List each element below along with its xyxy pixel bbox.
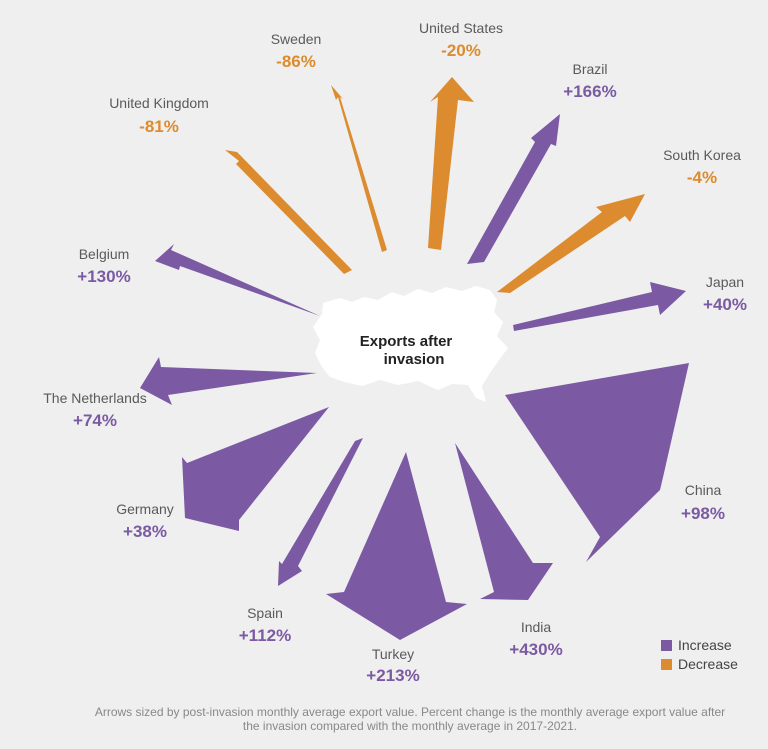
label-value-spain: +112% [239, 626, 291, 645]
russia-map-silhouette [313, 286, 508, 402]
arrows-layer [140, 77, 689, 640]
label-value-germany: +38% [123, 522, 167, 541]
legend-item-increase: Increase [661, 636, 738, 654]
label-name-india: India [521, 619, 552, 635]
country-labels-layer: United States -20% Brazil +166% South Korea -… [43, 20, 747, 685]
label-value-sweden: -86% [276, 52, 316, 71]
arrow-belgium [155, 244, 320, 316]
label-value-south-korea: -4% [687, 168, 717, 187]
label-value-brazil: +166% [563, 82, 616, 101]
center-label-line-1: Exports after [360, 333, 453, 350]
legend-item-decrease: Decrease [661, 655, 738, 673]
legend-label-increase: Increase [678, 637, 732, 653]
label-name-japan: Japan [706, 274, 744, 290]
label-value-turkey: +213% [366, 666, 419, 685]
label-value-the-netherlands: +74% [73, 411, 117, 430]
arrow-brazil [467, 114, 560, 264]
legend-label-decrease: Decrease [678, 656, 738, 672]
label-name-united-states: United States [419, 20, 503, 36]
label-value-united-states: -20% [441, 41, 481, 60]
arrow-united-kingdom [225, 150, 352, 274]
footnote-line-2: the invasion compared with the monthly a… [242, 719, 578, 733]
label-name-united-kingdom: United Kingdom [109, 95, 209, 111]
label-value-japan: +40% [703, 295, 747, 314]
label-value-china: +98% [681, 504, 725, 523]
arrow-china [505, 363, 689, 562]
arrow-spain [278, 438, 363, 586]
arrow-japan [513, 282, 686, 331]
label-name-spain: Spain [247, 605, 283, 621]
label-name-china: China [685, 482, 722, 498]
footnote: Arrows sized by post-invasion monthly av… [60, 705, 760, 733]
label-value-united-kingdom: -81% [139, 117, 179, 136]
label-name-germany: Germany [116, 501, 174, 517]
footnote-line-1: Arrows sized by post-invasion monthly av… [94, 705, 726, 719]
arrow-the-netherlands [140, 357, 317, 405]
label-name-turkey: Turkey [372, 646, 414, 662]
arrow-united-states [428, 77, 474, 250]
label-value-india: +430% [509, 640, 562, 659]
arrow-india [455, 443, 553, 600]
legend-swatch-decrease [661, 658, 672, 670]
label-name-sweden: Sweden [271, 31, 322, 47]
label-value-belgium: +130% [77, 267, 130, 286]
radial-arrow-chart: Exports after invasion United States -20%… [43, 20, 747, 685]
label-name-belgium: Belgium [79, 246, 130, 262]
arrow-sweden [331, 85, 387, 252]
legend-swatch-increase [661, 639, 672, 651]
arrow-south-korea [497, 194, 645, 293]
label-name-the-netherlands: The Netherlands [43, 390, 147, 406]
arrow-germany [182, 407, 329, 531]
label-name-brazil: Brazil [572, 61, 607, 77]
legend: Increase Decrease [661, 636, 738, 674]
label-name-south-korea: South Korea [663, 147, 741, 163]
center-label-line-2: invasion [384, 351, 445, 368]
arrow-turkey [326, 452, 467, 640]
